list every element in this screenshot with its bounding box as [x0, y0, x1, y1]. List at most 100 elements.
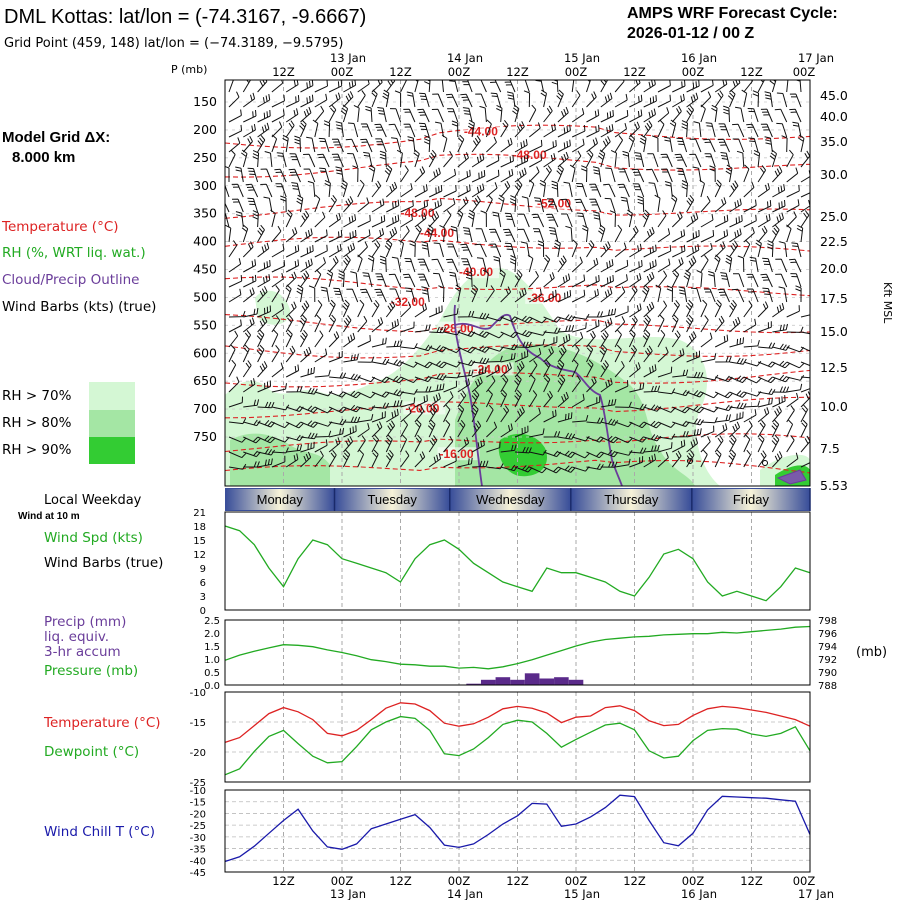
- wind-barb: [700, 195, 711, 213]
- wind-barb: [686, 229, 700, 243]
- wind-barb: [786, 452, 799, 468]
- panel-frame-pres: [224, 619, 811, 686]
- wind-barb: [510, 530, 516, 546]
- wind-barb: [285, 271, 297, 288]
- wind-barb: [629, 273, 642, 288]
- temp-contour-line: [225, 396, 810, 419]
- wind-barb: [475, 228, 487, 243]
- wind-barb: [274, 168, 287, 183]
- wind-barb: [757, 434, 765, 453]
- wind-barb: [735, 106, 745, 123]
- wind-barb: [271, 362, 284, 378]
- wind-barb: [300, 329, 308, 348]
- wind-barb: [428, 435, 438, 453]
- wind-barb: [700, 353, 717, 363]
- wind-barb: [300, 367, 315, 378]
- wind-barb: [514, 341, 532, 348]
- wind-barb: [228, 451, 247, 459]
- wind-barb: [771, 419, 780, 438]
- contour-label-bg: [525, 290, 568, 304]
- wind-barb: [328, 104, 337, 123]
- forecast-cycle: 2026-01-12 / 00 Z: [627, 25, 754, 42]
- wind-barb: [586, 240, 595, 258]
- wind-barb: [700, 436, 711, 453]
- wind-barb: [514, 374, 522, 393]
- wind-barb: [800, 331, 810, 335]
- wind-barb: [243, 124, 256, 138]
- wind-barb: [800, 346, 810, 352]
- wind-barb: [521, 241, 530, 258]
- wind-barb: [374, 288, 387, 303]
- wind-barb: [629, 243, 642, 258]
- wind-barb: [275, 183, 287, 198]
- wind-barb: [714, 391, 733, 399]
- wind-barb: [375, 138, 387, 153]
- wind-barb: [714, 423, 728, 438]
- wind-barb: [643, 420, 662, 429]
- wind-barb: [543, 431, 561, 438]
- y-tick: -20: [190, 809, 206, 820]
- wind-barb: [800, 391, 810, 408]
- wind-barb: [340, 104, 349, 123]
- dewpoint-line: [224, 715, 811, 776]
- wind-barb: [629, 436, 647, 443]
- wind-barb: [228, 359, 237, 378]
- wind-barb: [300, 300, 310, 318]
- wind-barb: [462, 227, 473, 243]
- wind-barb: [386, 199, 400, 213]
- wind-barb: [669, 119, 677, 138]
- wind-barb: [643, 364, 657, 378]
- wind-barb: [774, 108, 788, 123]
- wind-barb: [457, 437, 470, 453]
- wind-barb: [443, 210, 452, 228]
- wind-barb: [228, 396, 243, 408]
- wind-barb: [700, 104, 706, 123]
- wind-barb: [757, 165, 767, 183]
- wind-barb: [357, 197, 370, 213]
- wind-barb: [592, 166, 602, 183]
- weekday-label: Wednesday: [476, 492, 545, 507]
- wind-barb: [693, 121, 702, 138]
- wind-barb: [557, 333, 571, 348]
- wind-barb: [628, 344, 638, 363]
- wind-barb: [457, 152, 469, 168]
- wind-barb: [257, 380, 271, 393]
- wind-barb: [314, 211, 326, 228]
- wind-barb: [571, 138, 585, 153]
- wind-barb: [557, 273, 571, 288]
- weekday-label: Tuesday: [367, 492, 417, 507]
- temp-contour-line: [225, 369, 810, 388]
- wind-barb: [747, 532, 758, 545]
- panel-frame-temp: [224, 691, 811, 783]
- y-tick: -15: [190, 798, 206, 809]
- wind-barb: [301, 530, 310, 546]
- y-tick-right: 788: [818, 681, 837, 692]
- wind-barb: [343, 229, 357, 243]
- wind-barb: [300, 94, 314, 108]
- y-tick: 0.5: [204, 668, 220, 679]
- wind-barb: [657, 329, 666, 348]
- wind-barb: [753, 149, 761, 168]
- wind-barb: [371, 421, 383, 438]
- wind-barb: [757, 450, 767, 468]
- wind-barb: [428, 211, 440, 228]
- time-tick-top: 00Z: [331, 65, 354, 79]
- wind-barb: [725, 254, 733, 273]
- wind-barb: [514, 287, 527, 303]
- temp-contour-label: -16.00: [440, 447, 474, 461]
- wind-barb: [672, 439, 686, 453]
- wind-barb: [471, 389, 480, 408]
- wind-barb: [772, 360, 790, 369]
- wind-barb: [300, 441, 315, 453]
- wind-barb: [479, 105, 487, 123]
- wind-barb: [629, 109, 643, 123]
- wind-barb: [314, 229, 328, 243]
- height-tick: 15.0: [820, 324, 848, 339]
- wind-barb: [714, 241, 726, 258]
- wind-barb: [657, 300, 668, 318]
- wind-barb: [614, 316, 626, 333]
- wind-barb: [231, 198, 244, 213]
- wind-barb: [767, 240, 774, 258]
- wind-barb: [353, 104, 360, 123]
- wind-barb: [357, 299, 365, 318]
